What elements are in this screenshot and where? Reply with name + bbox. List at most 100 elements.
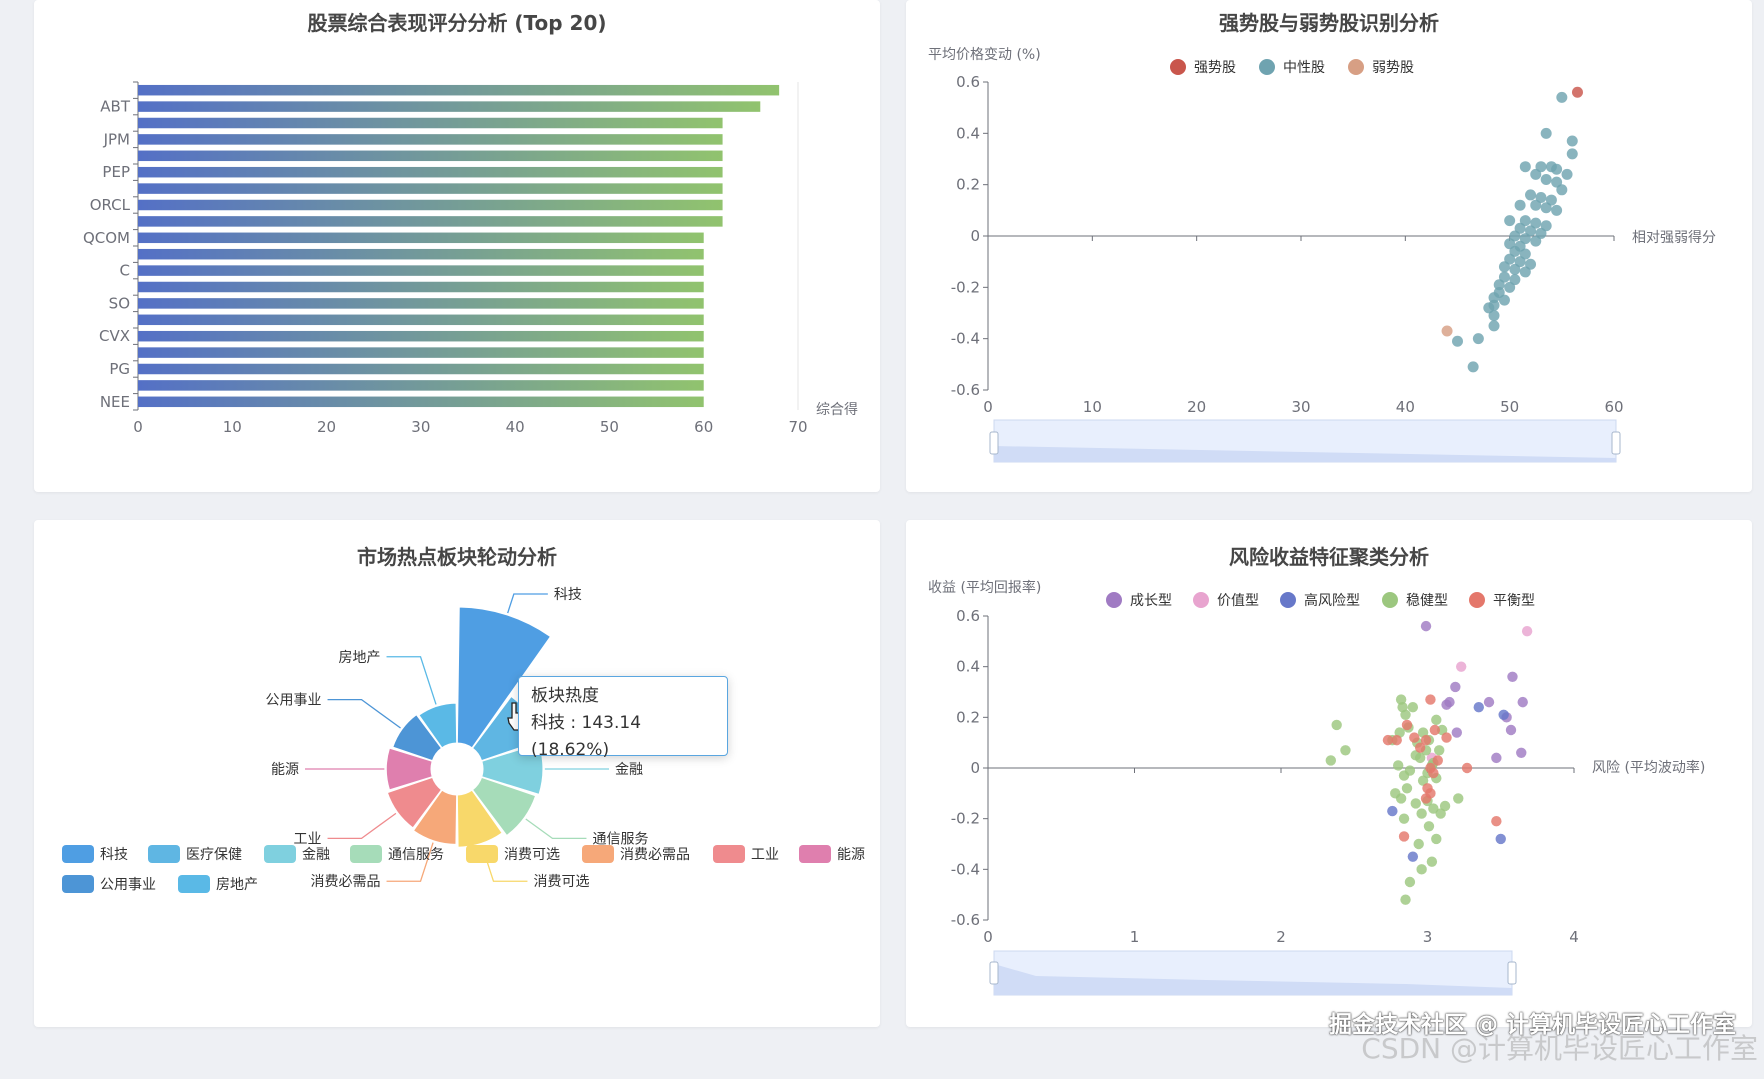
data-point[interactable]	[1519, 215, 1531, 227]
data-point[interactable]	[1428, 803, 1439, 814]
bar[interactable]	[138, 84, 780, 96]
data-point[interactable]	[1530, 235, 1542, 247]
data-point[interactable]	[1525, 189, 1537, 201]
data-point[interactable]	[1404, 876, 1416, 888]
legend-label[interactable]: 通信服务	[388, 847, 444, 863]
legend-marker[interactable]	[582, 845, 614, 863]
legend-label[interactable]: 强势股	[1194, 60, 1236, 76]
data-point[interactable]	[1488, 292, 1500, 304]
data-point[interactable]	[1416, 864, 1427, 875]
data-point[interactable]	[1551, 163, 1563, 175]
data-point[interactable]	[1519, 266, 1531, 278]
rose-slice[interactable]	[456, 606, 551, 749]
datazoom-left-handle[interactable]	[989, 961, 999, 985]
bar[interactable]	[138, 199, 723, 211]
datazoom-right-handle[interactable]	[1611, 431, 1621, 455]
legend-marker[interactable]	[1469, 592, 1485, 608]
data-point[interactable]	[1498, 261, 1510, 273]
data-point[interactable]	[1488, 320, 1500, 332]
data-point[interactable]	[1509, 274, 1521, 286]
legend-label[interactable]: 消费可选	[504, 847, 560, 863]
data-point[interactable]	[1397, 702, 1408, 713]
risk-datazoom-slider[interactable]	[989, 950, 1517, 996]
data-point[interactable]	[1498, 709, 1509, 720]
data-point[interactable]	[1493, 279, 1505, 291]
data-point[interactable]	[1420, 793, 1432, 804]
data-point[interactable]	[1514, 256, 1526, 268]
data-point[interactable]	[1498, 294, 1510, 306]
data-point[interactable]	[1509, 230, 1521, 242]
rose-slice[interactable]	[413, 789, 458, 845]
datazoom-right-handle[interactable]	[1507, 961, 1517, 985]
bar[interactable]	[138, 314, 704, 326]
data-point[interactable]	[1431, 714, 1442, 726]
data-point[interactable]	[1556, 184, 1568, 196]
legend-label[interactable]: 平衡型	[1493, 593, 1535, 609]
data-point[interactable]	[1395, 793, 1407, 804]
data-point[interactable]	[1507, 671, 1518, 682]
legend-label[interactable]: 工业	[751, 847, 779, 863]
data-point[interactable]	[1495, 833, 1506, 845]
bar[interactable]	[138, 166, 723, 178]
data-point[interactable]	[1429, 724, 1441, 736]
data-point[interactable]	[1417, 775, 1429, 786]
legend-marker[interactable]	[1193, 592, 1209, 608]
rose-slice[interactable]	[386, 776, 442, 829]
data-point[interactable]	[1516, 747, 1527, 758]
data-point[interactable]	[1409, 732, 1420, 743]
legend-marker[interactable]	[178, 875, 210, 893]
data-point[interactable]	[1413, 838, 1424, 850]
legend-marker[interactable]	[799, 845, 831, 863]
risk-legend[interactable]: 成长型 价值型 高风险型 稳健型 平衡型	[1106, 592, 1535, 609]
rose-slice[interactable]	[392, 714, 442, 762]
data-point[interactable]	[1407, 851, 1419, 862]
data-point[interactable]	[1504, 215, 1516, 227]
legend-label[interactable]: 价值型	[1217, 593, 1259, 609]
data-point[interactable]	[1491, 752, 1502, 764]
data-point[interactable]	[1393, 760, 1404, 771]
legend-marker[interactable]	[264, 845, 296, 863]
data-point[interactable]	[1420, 620, 1432, 632]
data-point[interactable]	[1404, 765, 1416, 776]
bar[interactable]	[138, 265, 704, 276]
data-point[interactable]	[1504, 253, 1516, 265]
legend-marker[interactable]	[1280, 592, 1296, 608]
data-point[interactable]	[1441, 732, 1452, 743]
data-point[interactable]	[1571, 86, 1583, 98]
rose-slice[interactable]	[456, 789, 503, 848]
rose-slice[interactable]	[385, 747, 433, 791]
data-point[interactable]	[1420, 734, 1432, 746]
legend-marker[interactable]	[1170, 59, 1186, 75]
data-point[interactable]	[1414, 742, 1426, 753]
data-point[interactable]	[1382, 734, 1394, 746]
bar[interactable]	[138, 330, 704, 342]
data-point[interactable]	[1453, 793, 1464, 804]
data-point[interactable]	[1401, 719, 1413, 731]
data-point[interactable]	[1407, 702, 1419, 713]
data-point[interactable]	[1525, 258, 1537, 270]
data-point[interactable]	[1441, 325, 1453, 337]
data-point[interactable]	[1434, 745, 1445, 756]
legend-label[interactable]: 消费必需品	[620, 847, 690, 863]
data-point[interactable]	[1401, 783, 1413, 794]
bar[interactable]	[138, 363, 704, 375]
data-point[interactable]	[1514, 199, 1526, 211]
legend-marker[interactable]	[350, 845, 382, 863]
legend-marker[interactable]	[1348, 59, 1364, 75]
data-point[interactable]	[1530, 168, 1542, 180]
bar[interactable]	[138, 347, 704, 358]
strength-legend[interactable]: 强势股 中性股 弱势股	[1170, 59, 1414, 76]
bar[interactable]	[138, 134, 723, 145]
legend-label[interactable]: 房地产	[216, 877, 258, 893]
data-point[interactable]	[1431, 833, 1442, 845]
data-point[interactable]	[1504, 281, 1516, 293]
data-point[interactable]	[1491, 816, 1502, 827]
data-point[interactable]	[1387, 805, 1398, 817]
bar[interactable]	[138, 216, 723, 227]
data-point[interactable]	[1535, 192, 1547, 203]
data-point[interactable]	[1467, 361, 1479, 373]
data-point[interactable]	[1540, 202, 1552, 214]
data-point[interactable]	[1525, 225, 1537, 237]
